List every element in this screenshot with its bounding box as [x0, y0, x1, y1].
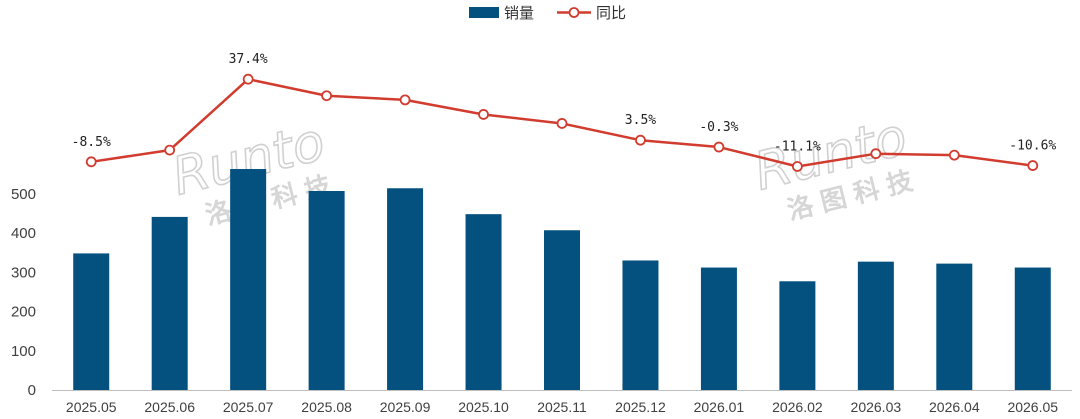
- legend-line-marker: [568, 7, 580, 18]
- x-tick-label: 2025.06: [144, 399, 195, 415]
- yoy-point: [399, 94, 411, 106]
- yoy-point: [242, 73, 254, 85]
- y-tick-label: 400: [11, 225, 36, 242]
- bar: [387, 188, 424, 390]
- bar: [936, 263, 973, 390]
- x-tick-label: 2026.05: [1007, 399, 1058, 415]
- yoy-point: [478, 109, 489, 120]
- yoy-data-labels: -8.5% 37.4% 3.5% -0.3% -11.1% -10.6%: [72, 52, 1057, 154]
- yoy-data-label: -10.6%: [1009, 139, 1056, 154]
- watermark-right: Runto 洛图科技: [748, 106, 924, 226]
- bar: [1014, 267, 1051, 390]
- bar: [73, 253, 110, 390]
- x-tick-label: 2025.12: [615, 399, 666, 415]
- x-tick-label: 2025.05: [66, 399, 117, 415]
- bar: [544, 230, 580, 390]
- yoy-point: [164, 144, 176, 156]
- bar: [151, 216, 188, 390]
- bar: [857, 261, 894, 390]
- y-tick-label: 500: [11, 186, 36, 203]
- x-axis-ticks: 2025.05 2025.06 2025.07 2025.08 2025.09 2025.…: [66, 399, 1058, 415]
- bar: [622, 260, 659, 390]
- yoy-data-label: -8.5%: [72, 135, 111, 150]
- y-tick-label: 100: [11, 343, 36, 360]
- yoy-point: [321, 90, 333, 102]
- x-tick-label: 2026.03: [851, 399, 902, 415]
- x-tick-label: 2026.02: [772, 399, 823, 415]
- yoy-point: [1027, 160, 1039, 171]
- yoy-point: [948, 149, 960, 161]
- x-tick-label: 2025.09: [380, 399, 431, 415]
- yoy-point: [870, 148, 882, 160]
- y-tick-label: 0: [28, 382, 36, 399]
- bar: [465, 214, 502, 390]
- yoy-data-label: -11.1%: [774, 139, 821, 154]
- legend-line-label: 同比: [596, 4, 626, 22]
- x-tick-label: 2025.07: [223, 399, 274, 415]
- legend-bar-swatch: [469, 7, 499, 18]
- yoy-point: [635, 134, 646, 146]
- bar: [700, 267, 737, 390]
- x-tick-label: 2025.08: [301, 399, 352, 415]
- x-tick-label: 2025.11: [537, 399, 587, 415]
- yoy-markers: [85, 73, 1039, 172]
- yoy-point: [85, 156, 97, 168]
- y-tick-label: 300: [11, 264, 36, 281]
- bar: [230, 169, 267, 390]
- yoy-data-label: -0.3%: [699, 120, 738, 135]
- x-tick-label: 2026.04: [929, 399, 980, 415]
- x-tick-label: 2025.10: [458, 399, 509, 415]
- yoy-point: [556, 118, 568, 129]
- bar: [779, 281, 816, 390]
- bars: [73, 169, 1051, 390]
- yoy-point: [791, 161, 803, 172]
- legend: 销量 同比: [469, 4, 626, 22]
- y-tick-label: 200: [11, 304, 36, 321]
- bar: [308, 191, 345, 390]
- yoy-data-label: 37.4%: [229, 52, 268, 67]
- x-tick-label: 2026.01: [694, 399, 745, 415]
- y-axis: 0 100 200 300 400 500: [11, 186, 36, 399]
- yoy-data-label: 3.5%: [625, 113, 656, 128]
- legend-bar-label: 销量: [504, 4, 534, 22]
- yoy-point: [713, 141, 725, 153]
